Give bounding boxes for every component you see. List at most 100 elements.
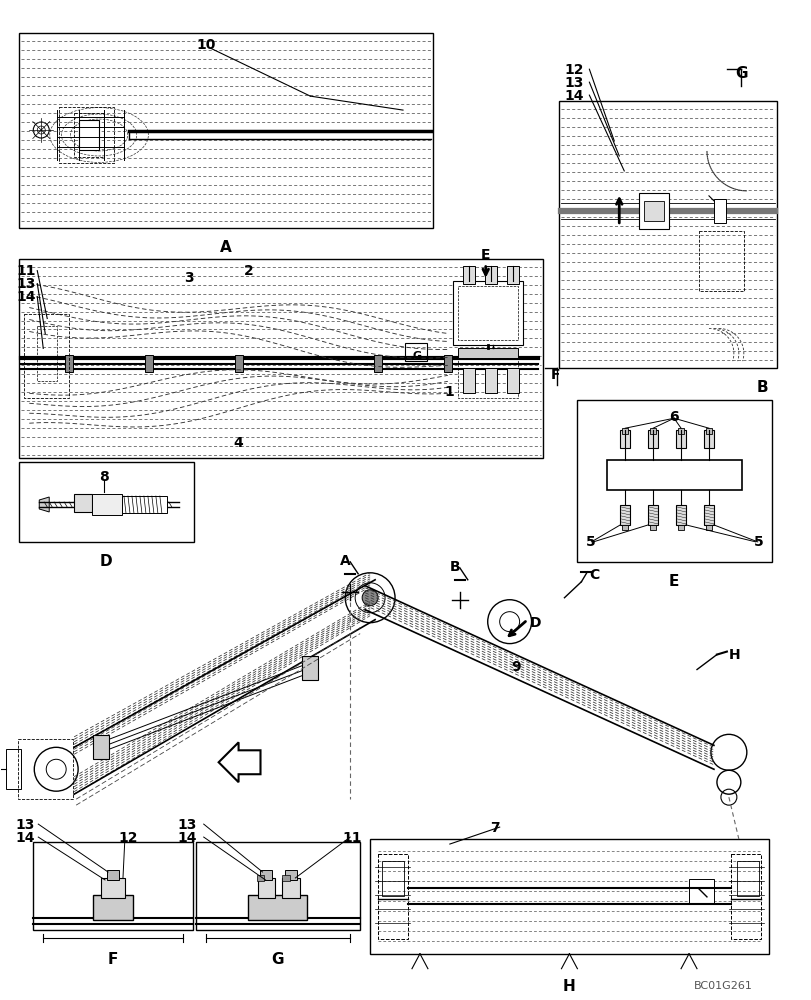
Bar — [24, 314, 69, 398]
Text: 14: 14 — [178, 831, 197, 845]
Bar — [650, 525, 655, 530]
Text: 13: 13 — [178, 818, 197, 832]
Text: F: F — [550, 368, 560, 382]
Text: B: B — [756, 380, 767, 395]
Bar — [260, 870, 272, 880]
Text: C: C — [589, 568, 599, 582]
Bar — [19, 33, 432, 228]
Bar — [444, 355, 451, 372]
Text: B: B — [449, 560, 460, 574]
Bar — [302, 656, 318, 680]
Text: A: A — [220, 240, 231, 255]
Text: 8: 8 — [99, 470, 109, 484]
Text: 11: 11 — [341, 831, 361, 845]
Bar — [676, 505, 685, 525]
Bar — [74, 494, 92, 512]
Bar — [257, 878, 275, 898]
Bar — [122, 496, 166, 513]
Bar — [405, 343, 427, 361]
Bar — [234, 355, 242, 372]
Bar — [713, 199, 725, 223]
Bar — [705, 428, 711, 434]
Text: 9: 9 — [511, 660, 521, 674]
Bar — [92, 494, 122, 515]
Bar — [698, 231, 743, 291]
Text: F: F — [108, 952, 118, 967]
Bar — [247, 895, 307, 920]
Text: 11: 11 — [16, 264, 36, 278]
Bar — [107, 870, 119, 880]
Text: E: E — [480, 248, 490, 262]
Bar — [144, 355, 152, 372]
Bar — [506, 266, 518, 284]
Text: 1: 1 — [444, 385, 454, 399]
Bar — [559, 101, 776, 368]
Text: D: D — [529, 616, 540, 630]
Text: 2: 2 — [243, 264, 253, 278]
Circle shape — [362, 590, 378, 606]
Text: BC01G261: BC01G261 — [693, 981, 752, 991]
Bar — [643, 201, 663, 221]
Bar — [457, 358, 517, 398]
Text: 3: 3 — [183, 271, 193, 285]
Bar — [285, 870, 297, 880]
Text: 13: 13 — [16, 277, 36, 291]
Text: 6: 6 — [668, 410, 678, 424]
Text: 12: 12 — [564, 63, 583, 77]
Text: 14: 14 — [16, 290, 36, 304]
Bar — [730, 854, 760, 939]
Bar — [676, 430, 685, 448]
Text: G: G — [413, 351, 422, 361]
Bar — [59, 107, 114, 163]
Text: 12: 12 — [118, 831, 137, 845]
Bar — [650, 428, 655, 434]
Text: H: H — [728, 648, 740, 662]
Bar — [374, 355, 382, 372]
Bar — [689, 879, 713, 904]
Bar — [677, 525, 683, 530]
Text: 10: 10 — [195, 38, 215, 52]
Text: H: H — [562, 979, 575, 994]
Bar — [370, 839, 768, 954]
Bar — [506, 368, 518, 393]
Bar — [195, 842, 360, 930]
Bar — [93, 735, 109, 759]
Text: 4: 4 — [234, 436, 243, 450]
Text: 7: 7 — [489, 821, 499, 835]
Bar — [382, 861, 404, 896]
Bar — [607, 460, 741, 490]
Bar — [703, 430, 713, 448]
Bar — [93, 895, 133, 920]
Bar — [462, 368, 474, 393]
Bar — [457, 286, 517, 340]
Bar — [65, 355, 73, 372]
Bar — [282, 878, 300, 898]
Bar — [736, 861, 757, 896]
Bar — [677, 428, 683, 434]
Bar — [256, 875, 264, 881]
Bar — [620, 505, 629, 525]
Bar — [577, 400, 770, 562]
Text: E: E — [668, 574, 679, 589]
Text: D: D — [100, 554, 112, 569]
Bar — [74, 113, 104, 157]
Bar — [33, 842, 192, 930]
Bar — [453, 281, 522, 345]
Bar — [620, 430, 629, 448]
Bar — [705, 525, 711, 530]
Bar — [484, 266, 496, 284]
Text: A: A — [340, 554, 350, 568]
Bar — [647, 430, 658, 448]
Bar — [378, 854, 407, 939]
Text: 13: 13 — [15, 818, 35, 832]
Bar — [19, 739, 73, 799]
Text: 14: 14 — [15, 831, 35, 845]
Polygon shape — [39, 497, 49, 512]
Bar — [457, 348, 517, 358]
Text: 13: 13 — [564, 76, 583, 90]
Text: 5: 5 — [585, 535, 594, 549]
Bar — [79, 120, 99, 150]
Bar — [282, 875, 290, 881]
Polygon shape — [218, 742, 260, 782]
Text: 14: 14 — [564, 89, 583, 103]
